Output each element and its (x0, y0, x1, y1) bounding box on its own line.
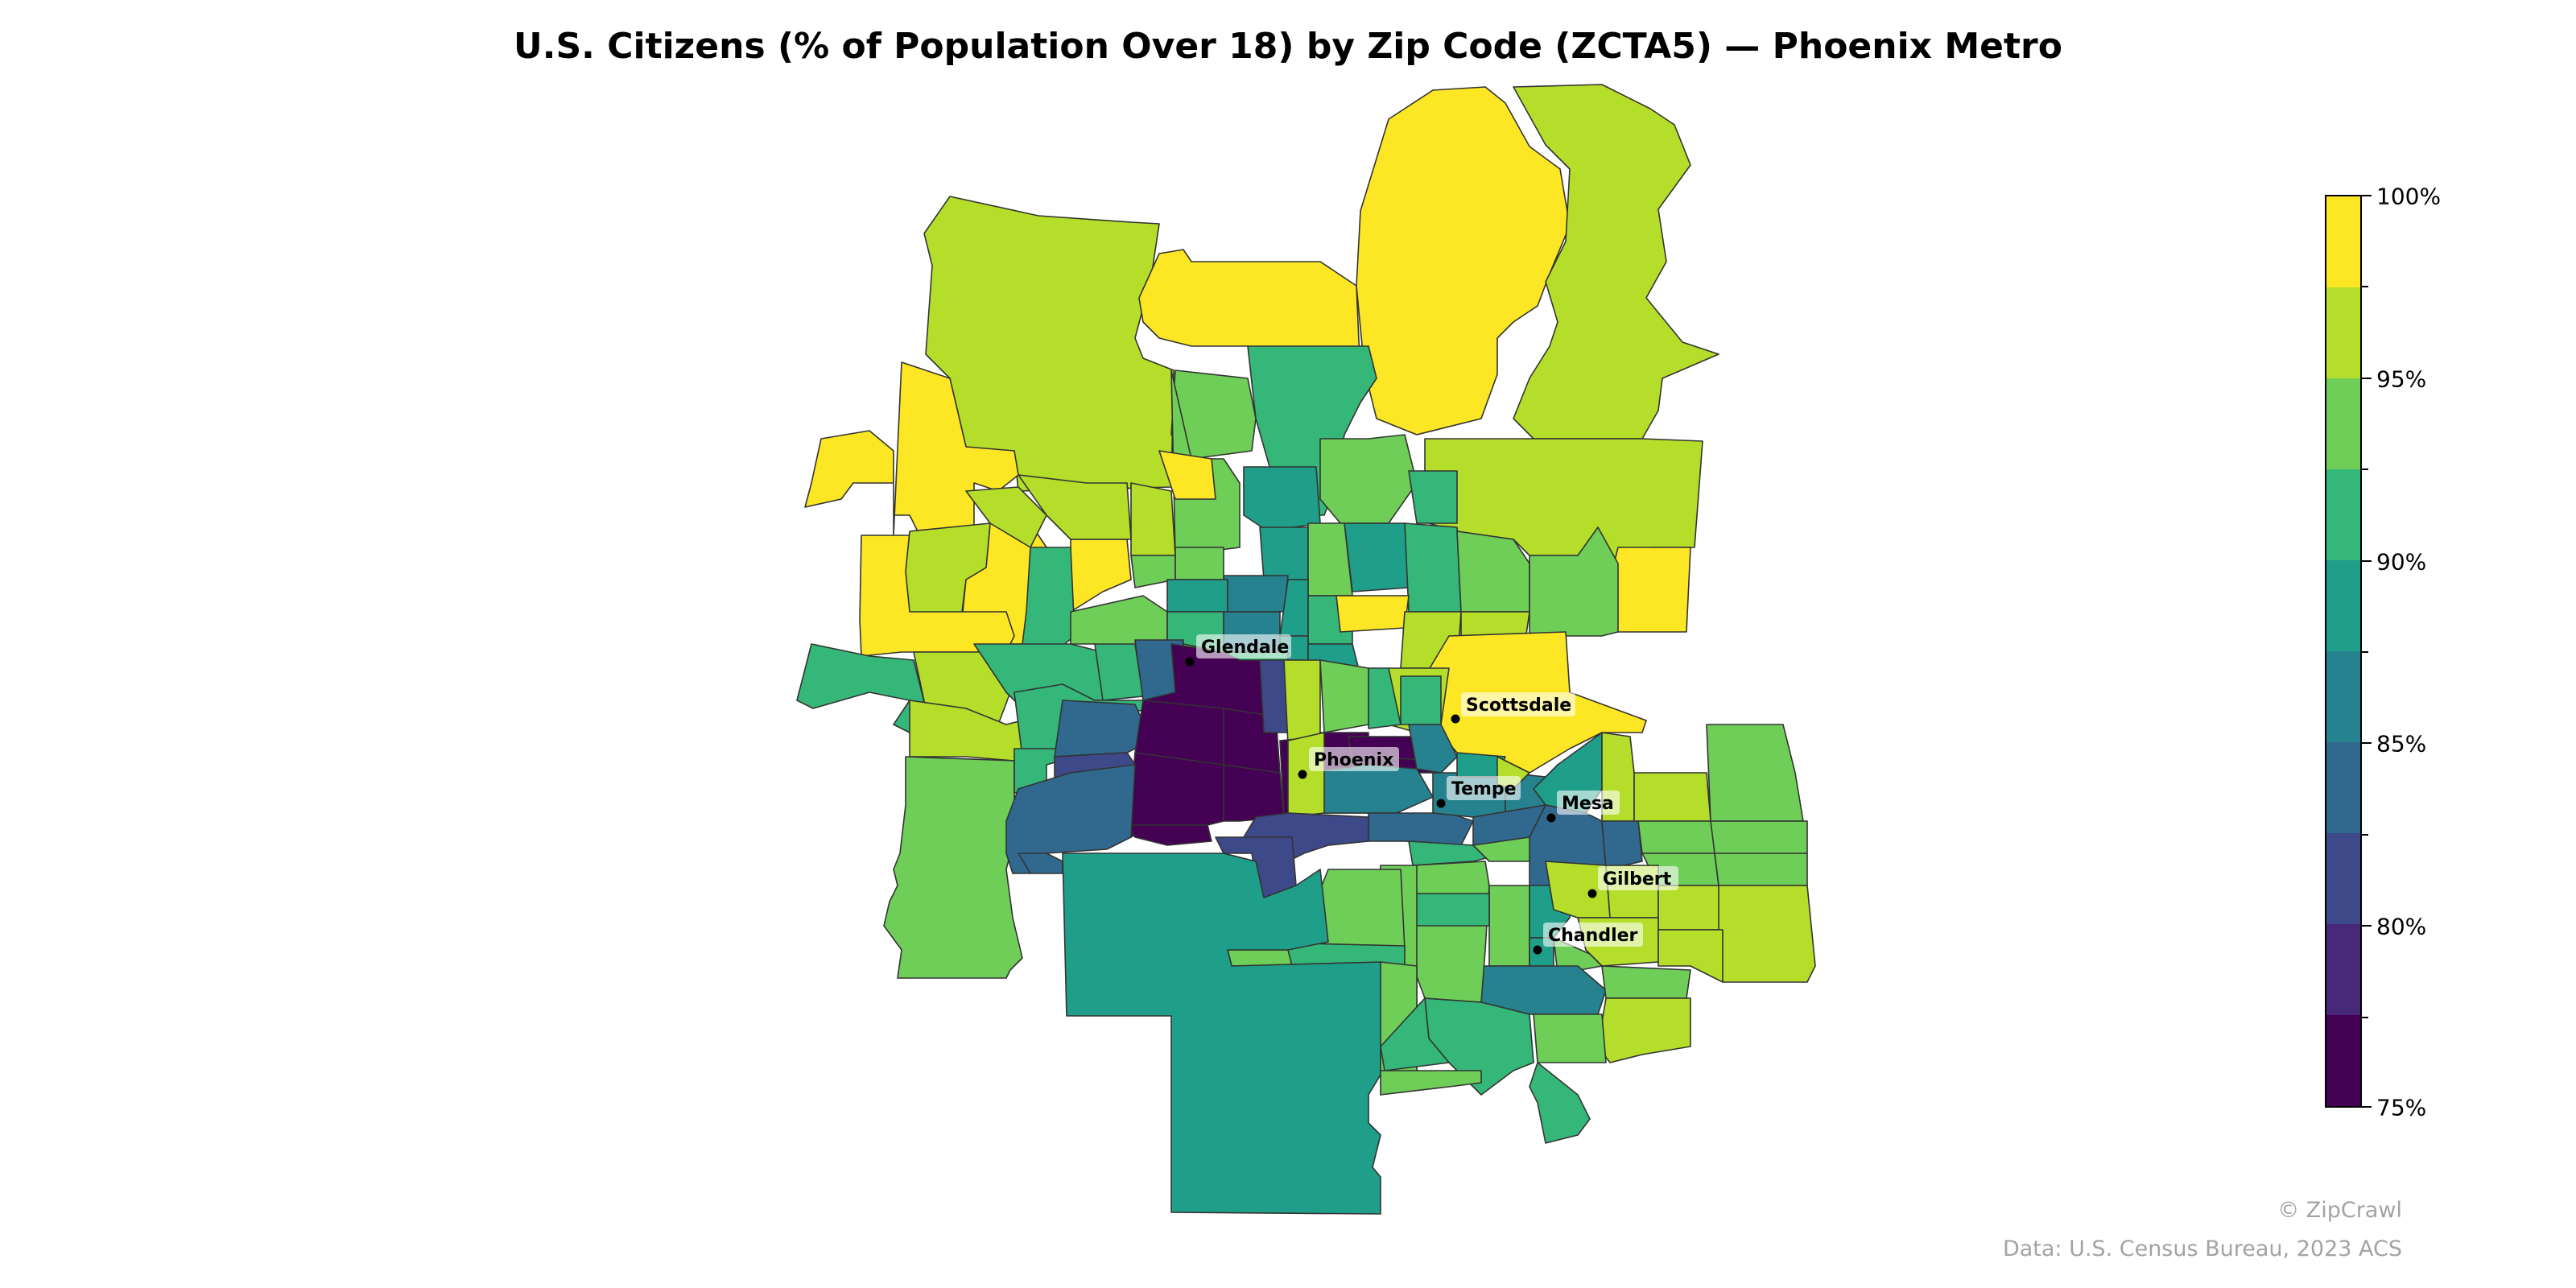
legend-tick (2362, 286, 2368, 287)
zcta-region[interactable] (1408, 840, 1490, 866)
zcta-region[interactable] (1335, 595, 1410, 633)
zcta-region[interactable] (796, 643, 927, 733)
city-label-gilbert: Gilbert (1603, 869, 1672, 890)
legend-color-band (2326, 651, 2360, 742)
zcta-region[interactable] (1529, 1062, 1591, 1144)
zcta-region[interactable] (1513, 84, 1719, 440)
zcta-region[interactable] (1018, 474, 1132, 540)
zcta-region[interactable] (883, 756, 1023, 979)
city-marker-phoenix[interactable]: Phoenix (1298, 747, 1400, 779)
legend-color-band (2326, 742, 2360, 833)
zcta-region[interactable] (1714, 852, 1808, 886)
map-title: U.S. Citizens (% of Population Over 18) … (514, 26, 2062, 67)
city-marker-glendale[interactable]: Glendale (1185, 634, 1292, 667)
zcta-region[interactable] (804, 361, 1019, 536)
source-credit: Data: U.S. Census Bureau, 2023 ACS (2002, 1236, 2402, 1261)
zcta-region[interactable] (1022, 547, 1075, 653)
zcta-region[interactable] (1400, 675, 1442, 725)
city-label-tempe: Tempe (1451, 779, 1517, 799)
zcta-region[interactable] (1601, 820, 1643, 870)
city-marker-gilbert[interactable]: Gilbert (1587, 866, 1679, 898)
zcta-region[interactable] (1227, 949, 1293, 967)
city-markers: Glendale Scottsdale Phoenix Tempe Mesa G… (1185, 634, 1679, 955)
zcta-region[interactable] (1488, 885, 1530, 967)
legend-tick (2362, 378, 2372, 379)
city-label-glendale: Glendale (1201, 638, 1289, 658)
zcta-region[interactable] (1657, 929, 1724, 983)
legend-label: 90% (2376, 548, 2427, 576)
zcta-region[interactable] (1718, 885, 1816, 983)
zcta-region[interactable] (1706, 724, 1804, 822)
legend-label: 85% (2376, 730, 2427, 758)
legend-label: 95% (2376, 365, 2427, 393)
legend-color-band (2326, 196, 2360, 287)
zcta-region[interactable] (1601, 965, 1691, 999)
color-legend (2325, 195, 2362, 1108)
city-marker-mesa[interactable]: Mesa (1546, 791, 1620, 823)
zcta-region[interactable] (1223, 764, 1285, 822)
legend-tick (2362, 1017, 2368, 1018)
legend-color-band (2326, 469, 2360, 560)
zcta-region[interactable] (1158, 450, 1216, 500)
zcta-region[interactable] (1094, 643, 1144, 701)
city-label-scottsdale: Scottsdale (1466, 696, 1571, 716)
zcta-region[interactable] (965, 486, 1047, 548)
zcta-region[interactable] (1223, 575, 1289, 613)
legend-label: 75% (2376, 1094, 2427, 1121)
legend-color-band (2326, 1015, 2360, 1106)
legend-tick (2362, 1106, 2372, 1108)
zcta-region[interactable] (1380, 1070, 1482, 1096)
city-marker-chandler[interactable]: Chandler (1533, 923, 1644, 955)
city-marker-tempe[interactable]: Tempe (1436, 776, 1521, 808)
zcta-region[interactable] (1319, 434, 1418, 524)
zcta-region[interactable] (1657, 885, 1724, 931)
legend-label: 100% (2376, 183, 2442, 210)
zcta-region[interactable] (1307, 522, 1353, 597)
legend-tick (2362, 195, 2372, 196)
zcta-region[interactable] (1408, 470, 1458, 524)
zcta-region[interactable] (1130, 482, 1176, 556)
zcta-region[interactable] (905, 522, 991, 613)
legend-tick (2362, 742, 2372, 744)
zcta-region[interactable] (1243, 466, 1321, 532)
legend-color-band (2326, 924, 2360, 1015)
zcta-region[interactable] (1368, 812, 1474, 846)
zcta-regions (796, 84, 1816, 1215)
legend-label: 80% (2376, 913, 2427, 940)
legend-color-band (2326, 560, 2360, 651)
legend-tick (2362, 469, 2368, 470)
legend-tick (2362, 834, 2368, 836)
zcta-region[interactable] (1380, 997, 1450, 1071)
zcta-region[interactable] (1633, 772, 1711, 822)
zcta-region[interactable] (1404, 522, 1462, 613)
zcta-region[interactable] (1412, 861, 1490, 1003)
zcta-region[interactable] (1283, 659, 1321, 745)
legend-tick (2362, 651, 2368, 653)
zcta-region[interactable] (1472, 836, 1530, 862)
legend-color-band (2326, 287, 2360, 378)
zcta-region[interactable] (1637, 820, 1715, 854)
zcta-region[interactable] (1170, 369, 1257, 460)
brand-credit: © ZipCrawl (2277, 1198, 2402, 1223)
zcta-region[interactable] (1597, 997, 1691, 1063)
zcta-region[interactable] (1533, 1013, 1607, 1063)
city-label-phoenix: Phoenix (1314, 750, 1393, 770)
zcta-region[interactable] (1166, 579, 1228, 613)
legend-tick (2362, 560, 2372, 562)
city-label-mesa: Mesa (1562, 794, 1614, 814)
zcta-region[interactable] (1259, 526, 1309, 580)
zcta-region[interactable] (1344, 522, 1410, 592)
zcta-region[interactable] (1710, 820, 1808, 858)
legend-tick (2362, 925, 2372, 927)
city-label-chandler: Chandler (1548, 926, 1638, 946)
legend-color-band (2326, 833, 2360, 924)
legend-color-band (2326, 378, 2360, 469)
zcta-region[interactable] (1319, 659, 1369, 733)
zcta-region[interactable] (1126, 824, 1212, 846)
zcta-region[interactable] (1408, 724, 1458, 774)
city-marker-scottsdale[interactable]: Scottsdale (1451, 692, 1576, 724)
zcta-region[interactable] (1174, 547, 1224, 580)
